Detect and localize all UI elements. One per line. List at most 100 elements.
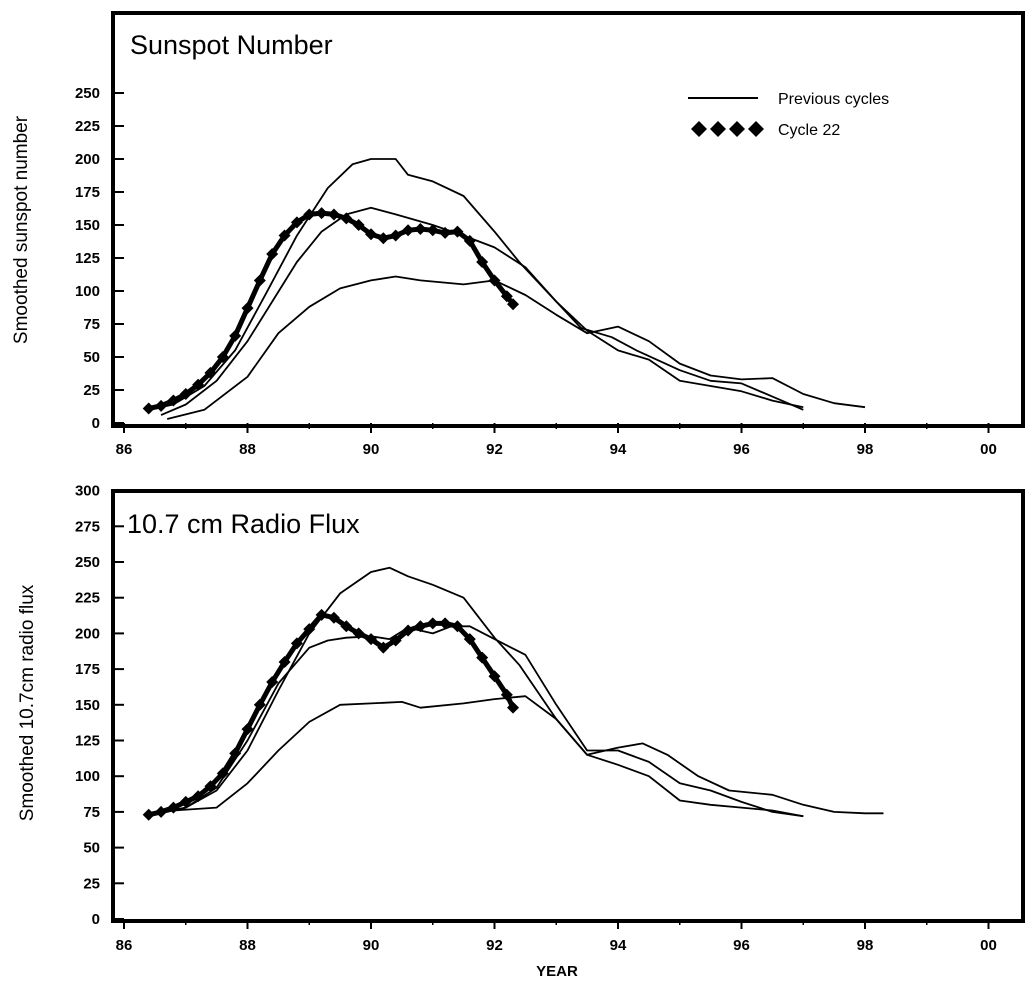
sunspot-plot-frame: [111, 11, 1025, 428]
y-tick-label: 175: [75, 661, 100, 678]
y-tick-label: 250: [75, 85, 100, 102]
cycle-22-point: [389, 634, 402, 647]
sunspot-panel: Smoothed sunspot number Sunspot Number 0…: [11, 11, 1025, 458]
cycle-22-point: [216, 351, 229, 363]
legend-cycle-22: Cycle 22: [778, 122, 840, 139]
previous-cycle-line: [148, 158, 804, 411]
y-tick-label: 50: [83, 349, 100, 366]
y-tick-label: 250: [75, 554, 100, 571]
cycle-22-point: [500, 688, 513, 701]
cycle-22-point: [377, 232, 390, 245]
y-tick-label: 200: [75, 151, 100, 168]
sunspot-series: [142, 158, 866, 420]
cycle-22-point: [476, 651, 489, 664]
cycle-22-point: [278, 655, 291, 668]
cycle-22-point: [365, 633, 377, 646]
cycle-22-point: [426, 617, 439, 630]
x-tick-label: 00: [980, 937, 997, 954]
cycle-22-point: [402, 624, 415, 637]
sunspot-y-axis: 0 25 50 75 100 125 150 175 200 225 250: [75, 85, 124, 432]
cycle-22-point: [507, 298, 520, 311]
cycle-22-point: [451, 225, 464, 238]
y-tick-label: 100: [75, 283, 100, 300]
y-tick-label: 75: [83, 316, 100, 333]
cycle-22-point: [327, 611, 340, 624]
cycle-22-point: [229, 329, 242, 342]
y-tick-label: 200: [75, 625, 100, 642]
cycle-22-point: [229, 747, 242, 760]
cycle-22-point: [439, 226, 452, 239]
y-tick-label: 25: [83, 875, 100, 892]
cycle-22-point: [204, 780, 217, 793]
cycle-22-point: [365, 228, 377, 241]
radio-flux-plot-frame: [111, 489, 1025, 923]
x-tick-label: 98: [857, 441, 874, 458]
x-tick-label: 90: [363, 441, 380, 458]
x-tick-label: 92: [486, 937, 503, 954]
y-tick-label: 50: [83, 840, 100, 857]
cycle-22-point: [278, 229, 291, 242]
legend: Previous cycles Cycle 22: [688, 91, 889, 139]
cycle-22-point: [303, 623, 316, 636]
cycle-22-point: [463, 234, 476, 247]
cycle-22-point: [167, 801, 180, 814]
cycle-22-point: [488, 670, 501, 683]
legend-diamond-swatch: [691, 121, 764, 137]
cycle-22-point: [500, 290, 513, 303]
cycle-22-point: [463, 633, 476, 646]
cycle-22-point: [204, 366, 217, 379]
cycle-22-point: [488, 274, 501, 287]
cycle-22-point: [377, 641, 390, 654]
y-tick-label: 150: [75, 217, 100, 234]
y-tick-label: 100: [75, 768, 100, 785]
cycle-22-point: [266, 675, 279, 688]
cycle-22-point: [192, 790, 205, 803]
cycle-22-point: [241, 302, 254, 315]
y-tick-label: 25: [83, 382, 100, 399]
y-tick-label: 225: [75, 118, 100, 135]
cycle-22-point: [179, 387, 192, 400]
y-tick-label: 125: [75, 733, 100, 750]
legend-previous-cycles: Previous cycles: [778, 91, 889, 108]
cycle-22-point: [340, 212, 353, 225]
x-tick-label: 98: [857, 937, 874, 954]
x-tick-label: 86: [116, 441, 133, 458]
y-tick-label: 275: [75, 518, 100, 535]
radio-flux-y-axis: 0 25 50 75 100 125 150 175 200 225 250 275 300: [75, 483, 124, 928]
cycle-22-point: [253, 274, 266, 287]
radio-flux-x-axis: 86 88 90 92 94 96 98 00: [116, 919, 997, 954]
y-tick-label: 0: [92, 911, 100, 928]
radio-flux-series: [142, 566, 884, 821]
radio-flux-panel: Smoothed 10.7cm radio flux 10.7 cm Radio…: [17, 483, 1025, 954]
cycle-22-point: [340, 620, 353, 633]
cycle-22-point: [315, 608, 328, 621]
previous-cycle-line: [148, 566, 804, 818]
cycle-22-point: [290, 216, 303, 229]
y-tick-label: 225: [75, 590, 100, 607]
cycle-22-point: [142, 808, 155, 821]
cycle-22-point: [241, 723, 254, 736]
y-tick-label: 75: [83, 804, 100, 821]
radio-flux-ylabel: Smoothed 10.7cm radio flux: [17, 584, 38, 821]
cycle-22-point: [402, 224, 415, 237]
cycle-22-point: [426, 224, 439, 237]
cycle-22-point: [327, 208, 340, 221]
cycle-22-point: [192, 378, 205, 391]
cycle-22-point: [179, 795, 192, 808]
cycle-22-point: [253, 698, 266, 711]
cycle-22-point: [266, 248, 279, 261]
cycle-22-point: [476, 255, 489, 268]
cycle-22-point: [155, 805, 168, 818]
x-tick-label: 96: [733, 441, 750, 458]
cycle-22-point: [352, 627, 365, 640]
y-tick-label: 125: [75, 250, 100, 267]
x-tick-label: 90: [363, 937, 380, 954]
x-tick-label: 88: [239, 441, 256, 458]
x-tick-label: 94: [610, 937, 627, 954]
x-tick-label: 88: [239, 937, 256, 954]
x-tick-label: 96: [733, 937, 750, 954]
cycle-22-point: [303, 208, 316, 221]
cycle-22-point: [155, 399, 168, 412]
cycle-22-point: [315, 207, 328, 220]
